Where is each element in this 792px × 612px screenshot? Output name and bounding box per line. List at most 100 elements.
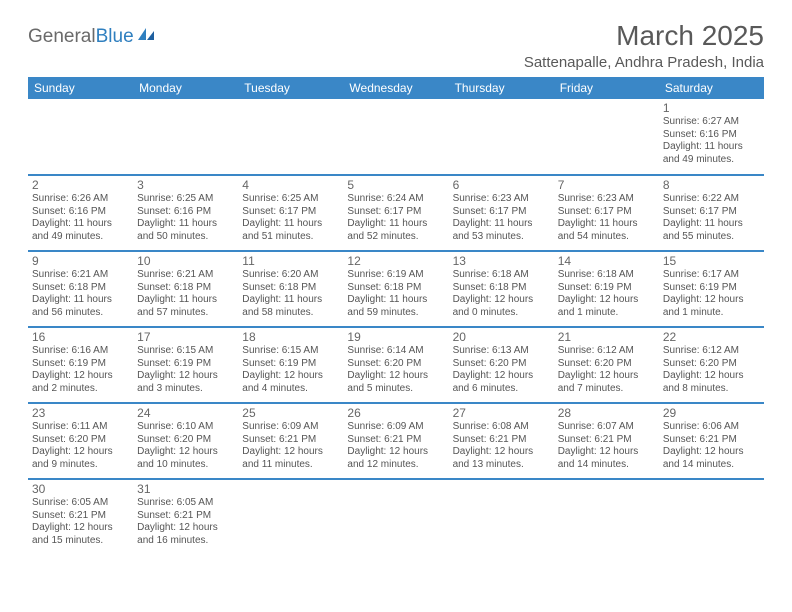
calendar-week-row: 23Sunrise: 6:11 AMSunset: 6:20 PMDayligh…	[28, 403, 764, 479]
day-number: 20	[453, 330, 550, 344]
sunset-text: Sunset: 6:20 PM	[32, 434, 129, 447]
calendar-day-cell: 31Sunrise: 6:05 AMSunset: 6:21 PMDayligh…	[133, 479, 238, 555]
day-number: 1	[663, 101, 760, 115]
calendar-table: Sunday Monday Tuesday Wednesday Thursday…	[28, 77, 764, 555]
calendar-day-cell: 22Sunrise: 6:12 AMSunset: 6:20 PMDayligh…	[659, 327, 764, 403]
calendar-day-cell: 5Sunrise: 6:24 AMSunset: 6:17 PMDaylight…	[343, 175, 448, 251]
header: GeneralBlue March 2025 Sattenapalle, And…	[28, 20, 764, 71]
daylight-text: Daylight: 12 hours and 3 minutes.	[137, 370, 234, 395]
calendar-day-cell: 15Sunrise: 6:17 AMSunset: 6:19 PMDayligh…	[659, 251, 764, 327]
daylight-text: Daylight: 12 hours and 6 minutes.	[453, 370, 550, 395]
day-number: 13	[453, 254, 550, 268]
daylight-text: Daylight: 12 hours and 1 minute.	[663, 294, 760, 319]
day-header-thursday: Thursday	[449, 77, 554, 99]
daylight-text: Daylight: 12 hours and 1 minute.	[558, 294, 655, 319]
daylight-text: Daylight: 12 hours and 5 minutes.	[347, 370, 444, 395]
calendar-day-cell: 4Sunrise: 6:25 AMSunset: 6:17 PMDaylight…	[238, 175, 343, 251]
sunset-text: Sunset: 6:21 PM	[242, 434, 339, 447]
sunset-text: Sunset: 6:16 PM	[32, 206, 129, 219]
day-number: 29	[663, 406, 760, 420]
sunrise-text: Sunrise: 6:16 AM	[32, 345, 129, 358]
sunset-text: Sunset: 6:19 PM	[32, 358, 129, 371]
day-header-monday: Monday	[133, 77, 238, 99]
day-number: 24	[137, 406, 234, 420]
sunset-text: Sunset: 6:18 PM	[453, 282, 550, 295]
day-number: 28	[558, 406, 655, 420]
daylight-text: Daylight: 12 hours and 10 minutes.	[137, 446, 234, 471]
daylight-text: Daylight: 12 hours and 2 minutes.	[32, 370, 129, 395]
calendar-day-cell: 16Sunrise: 6:16 AMSunset: 6:19 PMDayligh…	[28, 327, 133, 403]
daylight-text: Daylight: 12 hours and 11 minutes.	[242, 446, 339, 471]
calendar-day-cell: 1Sunrise: 6:27 AMSunset: 6:16 PMDaylight…	[659, 99, 764, 175]
sunrise-text: Sunrise: 6:23 AM	[558, 193, 655, 206]
calendar-day-cell: 2Sunrise: 6:26 AMSunset: 6:16 PMDaylight…	[28, 175, 133, 251]
calendar-day-cell: 11Sunrise: 6:20 AMSunset: 6:18 PMDayligh…	[238, 251, 343, 327]
calendar-day-cell: 30Sunrise: 6:05 AMSunset: 6:21 PMDayligh…	[28, 479, 133, 555]
day-number: 11	[242, 254, 339, 268]
calendar-day-cell	[449, 99, 554, 175]
day-number: 26	[347, 406, 444, 420]
day-number: 6	[453, 178, 550, 192]
day-number: 23	[32, 406, 129, 420]
daylight-text: Daylight: 12 hours and 0 minutes.	[453, 294, 550, 319]
sunrise-text: Sunrise: 6:18 AM	[453, 269, 550, 282]
calendar-day-cell: 17Sunrise: 6:15 AMSunset: 6:19 PMDayligh…	[133, 327, 238, 403]
day-number: 16	[32, 330, 129, 344]
day-number: 25	[242, 406, 339, 420]
calendar-day-cell: 25Sunrise: 6:09 AMSunset: 6:21 PMDayligh…	[238, 403, 343, 479]
daylight-text: Daylight: 12 hours and 14 minutes.	[663, 446, 760, 471]
sunset-text: Sunset: 6:18 PM	[137, 282, 234, 295]
sunset-text: Sunset: 6:18 PM	[242, 282, 339, 295]
sunset-text: Sunset: 6:19 PM	[242, 358, 339, 371]
calendar-day-cell	[133, 99, 238, 175]
daylight-text: Daylight: 12 hours and 9 minutes.	[32, 446, 129, 471]
sunrise-text: Sunrise: 6:23 AM	[453, 193, 550, 206]
day-number: 15	[663, 254, 760, 268]
sunset-text: Sunset: 6:21 PM	[347, 434, 444, 447]
calendar-day-cell: 8Sunrise: 6:22 AMSunset: 6:17 PMDaylight…	[659, 175, 764, 251]
day-header-row: Sunday Monday Tuesday Wednesday Thursday…	[28, 77, 764, 99]
calendar-week-row: 30Sunrise: 6:05 AMSunset: 6:21 PMDayligh…	[28, 479, 764, 555]
daylight-text: Daylight: 11 hours and 53 minutes.	[453, 218, 550, 243]
sunset-text: Sunset: 6:20 PM	[558, 358, 655, 371]
sunrise-text: Sunrise: 6:25 AM	[137, 193, 234, 206]
sunset-text: Sunset: 6:21 PM	[137, 510, 234, 523]
sunrise-text: Sunrise: 6:19 AM	[347, 269, 444, 282]
sunrise-text: Sunrise: 6:20 AM	[242, 269, 339, 282]
sunrise-text: Sunrise: 6:24 AM	[347, 193, 444, 206]
daylight-text: Daylight: 11 hours and 57 minutes.	[137, 294, 234, 319]
daylight-text: Daylight: 11 hours and 49 minutes.	[32, 218, 129, 243]
calendar-page: GeneralBlue March 2025 Sattenapalle, And…	[0, 0, 792, 555]
sunrise-text: Sunrise: 6:12 AM	[663, 345, 760, 358]
calendar-day-cell: 6Sunrise: 6:23 AMSunset: 6:17 PMDaylight…	[449, 175, 554, 251]
day-header-friday: Friday	[554, 77, 659, 99]
daylight-text: Daylight: 12 hours and 8 minutes.	[663, 370, 760, 395]
sunrise-text: Sunrise: 6:13 AM	[453, 345, 550, 358]
sunset-text: Sunset: 6:17 PM	[663, 206, 760, 219]
sunrise-text: Sunrise: 6:11 AM	[32, 421, 129, 434]
calendar-day-cell: 7Sunrise: 6:23 AMSunset: 6:17 PMDaylight…	[554, 175, 659, 251]
sunset-text: Sunset: 6:17 PM	[558, 206, 655, 219]
sunset-text: Sunset: 6:18 PM	[347, 282, 444, 295]
sunrise-text: Sunrise: 6:25 AM	[242, 193, 339, 206]
day-header-saturday: Saturday	[659, 77, 764, 99]
sunset-text: Sunset: 6:20 PM	[453, 358, 550, 371]
calendar-day-cell: 24Sunrise: 6:10 AMSunset: 6:20 PMDayligh…	[133, 403, 238, 479]
calendar-day-cell: 3Sunrise: 6:25 AMSunset: 6:16 PMDaylight…	[133, 175, 238, 251]
daylight-text: Daylight: 11 hours and 54 minutes.	[558, 218, 655, 243]
day-number: 21	[558, 330, 655, 344]
sunrise-text: Sunrise: 6:21 AM	[137, 269, 234, 282]
sunset-text: Sunset: 6:19 PM	[558, 282, 655, 295]
calendar-day-cell	[343, 479, 448, 555]
day-header-sunday: Sunday	[28, 77, 133, 99]
daylight-text: Daylight: 12 hours and 7 minutes.	[558, 370, 655, 395]
daylight-text: Daylight: 11 hours and 50 minutes.	[137, 218, 234, 243]
logo-sail-icon	[136, 26, 156, 48]
calendar-day-cell: 19Sunrise: 6:14 AMSunset: 6:20 PMDayligh…	[343, 327, 448, 403]
day-number: 27	[453, 406, 550, 420]
daylight-text: Daylight: 12 hours and 4 minutes.	[242, 370, 339, 395]
sunrise-text: Sunrise: 6:05 AM	[32, 497, 129, 510]
sunset-text: Sunset: 6:18 PM	[32, 282, 129, 295]
sunrise-text: Sunrise: 6:15 AM	[137, 345, 234, 358]
day-number: 17	[137, 330, 234, 344]
